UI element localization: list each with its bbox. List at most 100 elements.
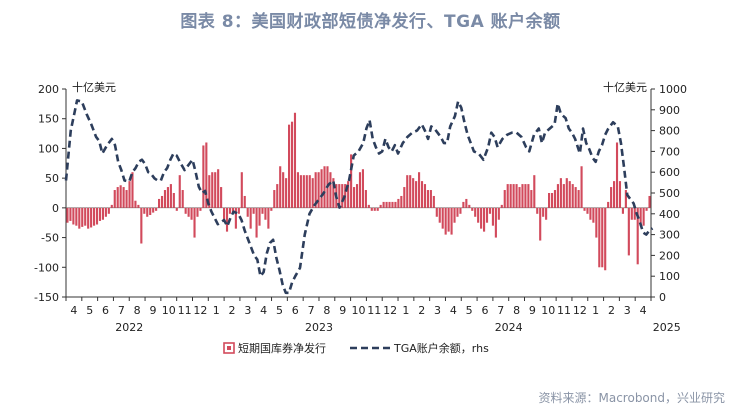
bar (234, 207, 237, 229)
bar (391, 201, 394, 208)
bar (518, 187, 521, 208)
bar (539, 207, 542, 241)
bar (453, 207, 456, 223)
bar (488, 207, 492, 214)
bar (202, 145, 205, 208)
bar (645, 207, 648, 211)
axes-layer (62, 88, 655, 301)
bar (134, 200, 137, 208)
left-axis-unit: 十亿美元 (72, 80, 116, 94)
bar (618, 181, 622, 208)
bar (438, 207, 441, 223)
bar (503, 190, 506, 208)
bar (456, 207, 459, 217)
bar (116, 187, 119, 208)
bar (261, 207, 264, 214)
bar (491, 207, 494, 226)
bar (574, 187, 577, 208)
bar (370, 207, 373, 211)
bar (586, 207, 589, 214)
bar (397, 198, 400, 208)
year-label: 2023 (305, 321, 333, 334)
bar (592, 207, 595, 223)
bar (435, 207, 438, 217)
left-tick-label: 200 (38, 83, 59, 96)
bar (323, 166, 326, 208)
bar (409, 175, 412, 208)
bar (364, 190, 367, 208)
bar (152, 207, 155, 213)
bar (175, 207, 178, 211)
bar (624, 190, 627, 208)
month-label: 3 (624, 304, 631, 317)
bar (394, 201, 397, 208)
month-label: 6 (292, 304, 299, 317)
month-label: 11 (178, 304, 192, 317)
bar (107, 207, 110, 214)
bar (311, 178, 314, 208)
bar (577, 190, 580, 208)
right-tick-label: 1000 (659, 83, 687, 96)
bar (332, 178, 335, 208)
legend-bar-label: 短期国库券净发行 (238, 341, 326, 355)
bar (595, 207, 598, 238)
bar (137, 204, 140, 208)
bar (633, 207, 636, 220)
month-label: 1 (592, 304, 599, 317)
bar (329, 172, 332, 208)
bar (483, 207, 486, 232)
month-label: 12 (573, 304, 587, 317)
bar (95, 207, 99, 225)
bar (497, 207, 500, 220)
bar (388, 201, 391, 208)
bar (636, 207, 639, 265)
bar (146, 207, 149, 217)
left-tick-label: 50 (45, 172, 59, 185)
bar (338, 184, 341, 208)
bar (601, 207, 604, 268)
bar (270, 207, 273, 211)
bar (462, 201, 465, 208)
month-label: 10 (541, 304, 555, 317)
bar (240, 172, 243, 208)
bar (444, 207, 447, 235)
month-label: 4 (70, 304, 77, 317)
month-label: 11 (557, 304, 571, 317)
bar (494, 207, 497, 238)
bar (285, 178, 288, 208)
bar (78, 207, 81, 229)
bar (199, 207, 202, 211)
bar (506, 184, 509, 208)
bar (252, 207, 255, 214)
bar (196, 207, 199, 217)
bar (282, 172, 285, 208)
bar (87, 207, 90, 229)
bar (607, 201, 610, 208)
bar (101, 207, 104, 220)
right-tick-label: 200 (659, 249, 680, 262)
bar (237, 207, 240, 214)
bar (418, 172, 421, 208)
bar (113, 190, 116, 208)
bar (299, 175, 302, 208)
bar (500, 204, 503, 208)
bar (565, 178, 568, 208)
bar (302, 175, 305, 208)
month-label: 7 (497, 304, 504, 317)
year-label: 2022 (115, 321, 143, 334)
bar (545, 207, 548, 220)
bar (613, 181, 616, 208)
month-label: 8 (323, 304, 330, 317)
right-axis-unit: 十亿美元 (603, 80, 647, 94)
bar (225, 207, 229, 232)
chart-title: 图表 8：美国财政部短债净发行、TGA 账户余额 (180, 12, 561, 32)
bar (143, 207, 146, 214)
bar (367, 204, 370, 208)
month-label: 5 (466, 304, 473, 317)
bar (376, 207, 379, 211)
right-tick-label: 500 (659, 187, 680, 200)
bar (373, 207, 376, 211)
bar (423, 184, 427, 208)
bar (75, 207, 78, 226)
